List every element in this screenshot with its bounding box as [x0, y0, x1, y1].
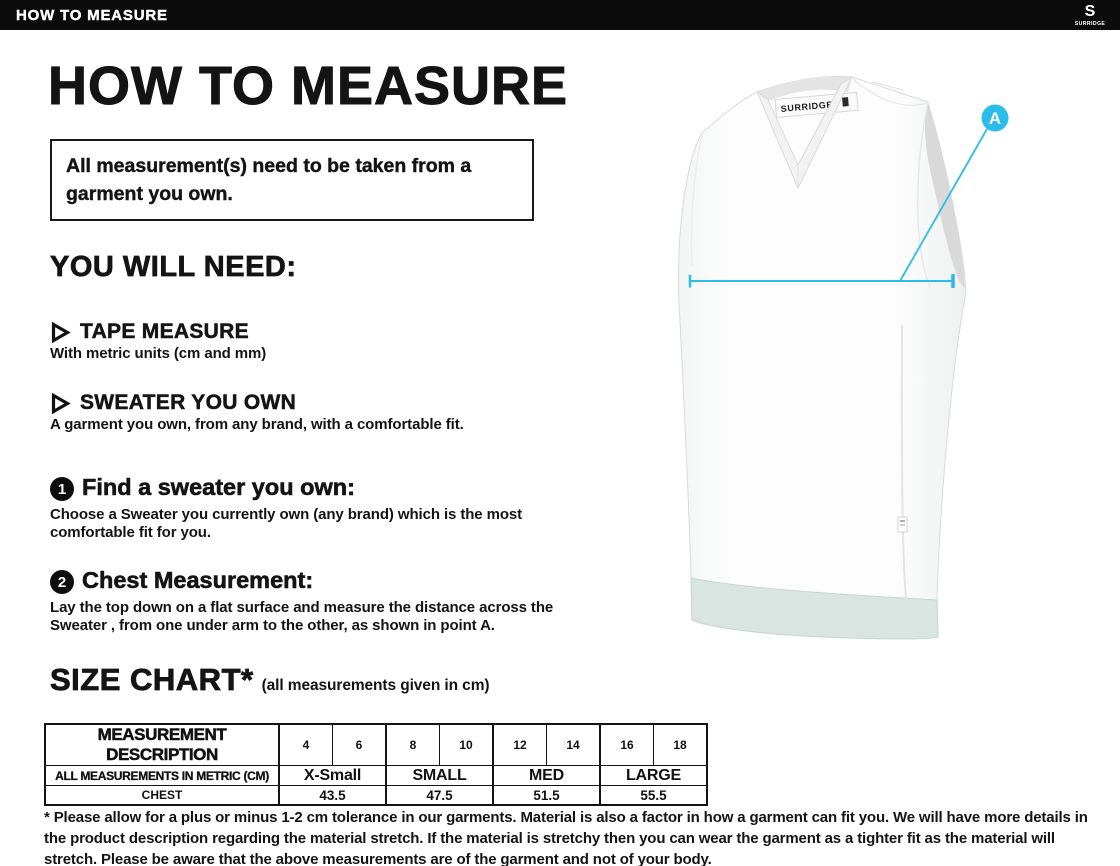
you-will-need-heading: YOU WILL NEED: — [50, 251, 297, 284]
hem-ribbing — [690, 577, 939, 640]
chest-measurement-annotation — [688, 128, 988, 288]
size-group-cell: X-Small — [278, 765, 387, 786]
triangle-bullet-icon — [51, 393, 71, 414]
size-col-header: 10 — [439, 723, 494, 766]
size-chart-subheading: (all measurements given in cm) — [261, 677, 490, 694]
size-col-header: 12 — [492, 723, 547, 766]
step-2-title: Chest Measurement: — [82, 567, 314, 594]
pointer-line — [899, 128, 988, 282]
table-row-sizes: MEASUREMENT DESCRIPTION 4 6 8 10 12 14 1… — [44, 723, 708, 766]
size-col-header: 14 — [546, 723, 601, 766]
size-col-header: 8 — [385, 723, 440, 766]
size-group-cell: MED — [492, 765, 601, 786]
triangle-bullet-icon — [51, 322, 71, 343]
size-group-cell: LARGE — [599, 765, 708, 786]
need-item-tape-measure-desc: With metric units (cm and mm) — [50, 345, 267, 362]
point-a-label: A — [989, 109, 1001, 128]
table-row-size-groups: ALL MEASUREMENTS IN METRIC (CM) X-Small … — [44, 765, 708, 786]
neck-label-logo-mark — [842, 97, 849, 107]
step-1-number-badge: 1 — [50, 477, 74, 501]
step-2-description: Lay the top down on a flat surface and m… — [50, 599, 554, 634]
measurement-value-cell: 55.5 — [599, 785, 708, 806]
sweater-figure: SURRIDGE A — [678, 75, 1009, 640]
size-col-header: 18 — [653, 723, 708, 766]
size-col-header: 4 — [278, 723, 333, 766]
page-title: HOW TO MEASURE — [47, 56, 569, 116]
table-row-chest: CHEST 43.5 47.5 51.5 55.5 — [44, 785, 708, 806]
measurement-value-cell: 51.5 — [492, 785, 601, 806]
tolerance-disclaimer: * Please allow for a plus or minus 1-2 c… — [44, 809, 1088, 866]
measurement-value-cell: 43.5 — [278, 785, 387, 806]
surridge-logo: S SURRIDGE — [1070, 1, 1110, 29]
column-header-measurement-description: MEASUREMENT DESCRIPTION — [44, 723, 280, 766]
step-1-title: Find a sweater you own: — [82, 474, 356, 501]
notice-box: All measurement(s) need to be taken from… — [50, 139, 534, 221]
notice-text: All measurement(s) need to be taken from… — [66, 155, 472, 205]
sleeveless-sweater-image: SURRIDGE — [678, 75, 967, 640]
svg-text:S: S — [1085, 3, 1096, 20]
size-col-header: 6 — [332, 723, 387, 766]
need-item-tape-measure: TAPE MEASURE — [80, 320, 249, 344]
neck-label-text: SURRIDGE — [780, 99, 833, 114]
row-header-chest: CHEST — [44, 785, 280, 806]
need-item-sweater: SWEATER YOU OWN — [80, 391, 297, 415]
size-col-header: 16 — [599, 723, 654, 766]
size-group-cell: SMALL — [385, 765, 494, 786]
point-a-marker — [981, 104, 1009, 132]
row-header-metric: ALL MEASUREMENTS IN METRIC (CM) — [44, 765, 280, 786]
header-title: HOW TO MEASURE — [16, 6, 168, 24]
header-bar: HOW TO MEASURE S SURRIDGE — [0, 0, 1120, 30]
surridge-logo-text: SURRIDGE — [1075, 21, 1106, 27]
size-chart-heading-row: SIZE CHART* (all measurements given in c… — [50, 662, 490, 698]
measurement-value-cell: 47.5 — [385, 785, 494, 806]
step-2-number-badge: 2 — [50, 570, 74, 594]
size-chart-heading: SIZE CHART* — [50, 662, 254, 698]
step-1-description: Choose a Sweater you currently own (any … — [50, 506, 523, 541]
need-item-sweater-desc: A garment you own, from any brand, with … — [50, 416, 464, 433]
size-chart-table: MEASUREMENT DESCRIPTION 4 6 8 10 12 14 1… — [44, 723, 708, 806]
surridge-logo-mark: S SURRIDGE — [1075, 3, 1106, 27]
